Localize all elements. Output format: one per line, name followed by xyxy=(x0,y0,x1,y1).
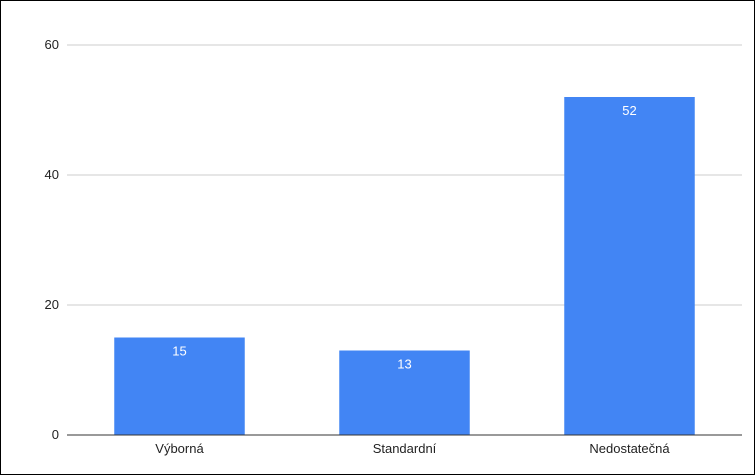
data-label-2: 52 xyxy=(622,103,636,118)
y-tick-label-60: 60 xyxy=(45,37,59,52)
data-label-1: 13 xyxy=(397,357,411,372)
y-tick-label-40: 40 xyxy=(45,167,59,182)
y-tick-label-20: 20 xyxy=(45,297,59,312)
x-tick-label-2: Nedostatečná xyxy=(589,441,670,456)
data-label-0: 15 xyxy=(172,344,186,359)
y-tick-label-0: 0 xyxy=(52,427,59,442)
bar-1 xyxy=(339,350,470,435)
x-tick-label-0: Výborná xyxy=(155,441,204,456)
bar-0 xyxy=(114,337,245,435)
x-tick-label-1: Standardní xyxy=(373,441,437,456)
bar-2 xyxy=(564,97,695,435)
